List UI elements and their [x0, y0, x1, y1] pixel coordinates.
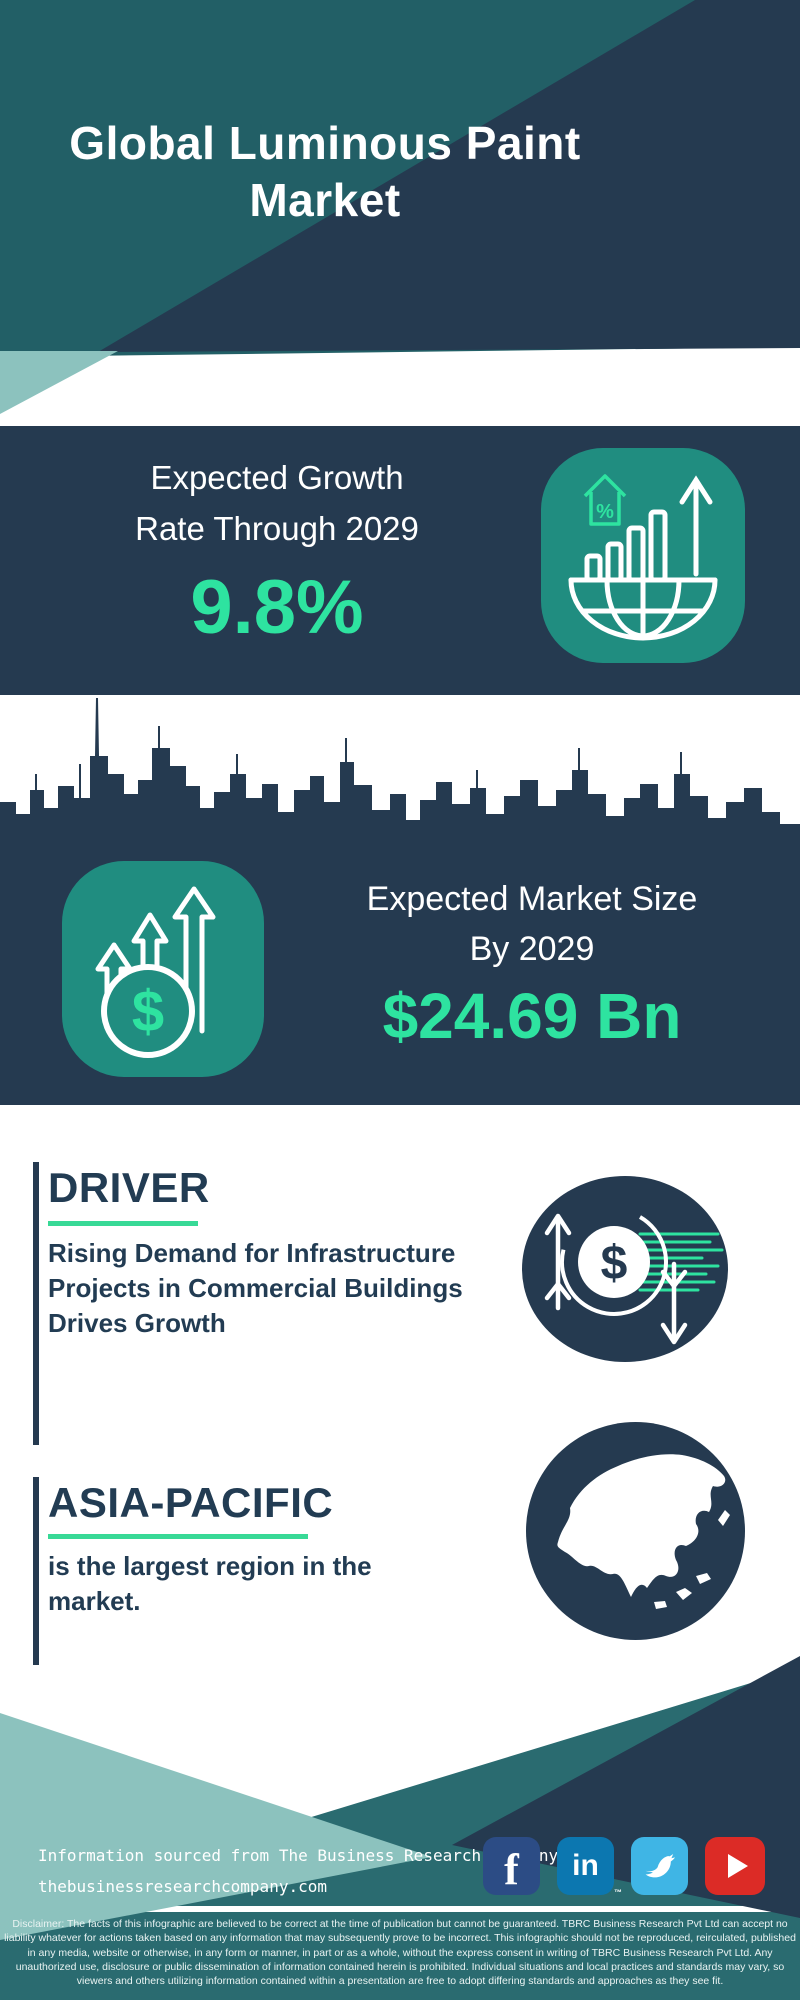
social-links: f in ™: [483, 1837, 765, 1897]
source-info: Information sourced from The Business Re…: [38, 1840, 558, 1902]
footer-lightteal-triangle: [0, 1713, 432, 1940]
driver-accent-bar: [33, 1162, 39, 1445]
source-line2: thebusinessresearchcompany.com: [38, 1877, 327, 1896]
growth-rate-value: 9.8%: [190, 565, 364, 650]
youtube-icon[interactable]: [705, 1837, 765, 1895]
region-heading: ASIA-PACIFIC: [48, 1479, 334, 1526]
growth-heading-line2: Rate Through 2029: [135, 510, 419, 547]
dollar-glyph: $: [132, 979, 164, 1044]
driver-heading: DRIVER: [48, 1164, 210, 1211]
linkedin-glyph: in: [572, 1849, 599, 1882]
youtube-play-glyph: [727, 1854, 748, 1878]
footer-divider-line: [0, 1906, 800, 1912]
region-underline: [48, 1534, 308, 1539]
facebook-icon[interactable]: f: [483, 1837, 540, 1895]
linkedin-tm-mark: ™: [614, 1888, 622, 1897]
source-line1: Information sourced from The Business Re…: [38, 1846, 559, 1865]
globe-bar-chart-rising-arrow-icon: %: [568, 474, 718, 641]
page-title: Global Luminous Paint Market: [69, 116, 581, 226]
market-heading-line2: By 2029: [469, 930, 595, 968]
asia-map-globe-icon: [557, 1454, 730, 1609]
market-size-block: Expected Market Size By 2029 $24.69 Bn: [292, 874, 772, 1052]
region-text: is the largest region in the market.: [48, 1551, 372, 1616]
house-percent-icon: [583, 474, 627, 526]
dollar-glyph: $: [601, 1237, 628, 1290]
market-size-value: $24.69 Bn: [382, 980, 682, 1052]
growth-icon-tile: %: [541, 448, 745, 663]
driver-underline: [48, 1221, 198, 1226]
region-accent-bar: [33, 1477, 39, 1665]
twitter-icon[interactable]: [631, 1837, 688, 1895]
percent-glyph: %: [596, 501, 614, 523]
twitter-bird-glyph: [645, 1854, 675, 1878]
city-skyline-silhouette: [0, 698, 800, 848]
dollar-exchange-arrows-icon: $: [544, 1208, 724, 1345]
disclaimer-text: Disclaimer: The facts of this infographi…: [4, 1918, 796, 1988]
driver-text: Rising Demand for Infrastructure Project…: [48, 1238, 463, 1338]
growth-heading-line1: Expected Growth: [150, 459, 404, 496]
footer-teal-band: [0, 1668, 800, 2000]
market-heading-line1: Expected Market Size: [366, 880, 698, 918]
facebook-glyph: f: [504, 1845, 519, 1894]
market-size-icon-tile: $: [62, 861, 264, 1077]
driver-icon-circle: $: [522, 1176, 728, 1362]
linkedin-icon[interactable]: in ™: [557, 1837, 622, 1897]
growth-rate-block: Expected Growth Rate Through 2029 9.8%: [62, 452, 492, 650]
region-icon-circle: [526, 1422, 745, 1640]
rising-arrows-dollar-coin-icon: $: [95, 886, 216, 1058]
